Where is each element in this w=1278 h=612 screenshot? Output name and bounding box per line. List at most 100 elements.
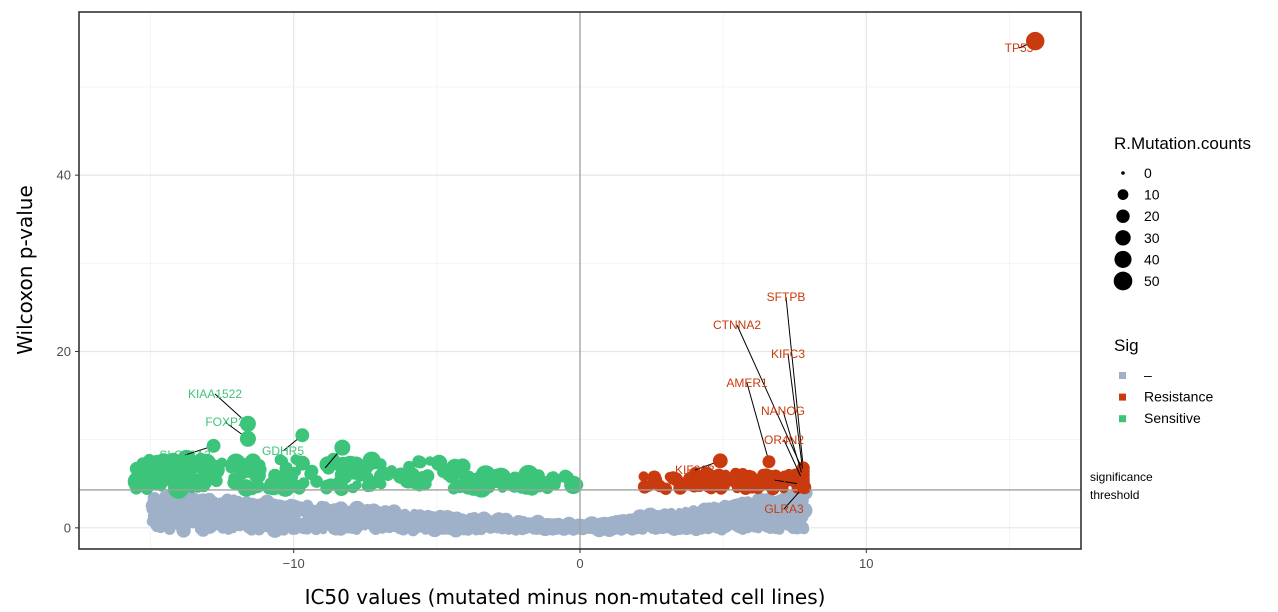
data-point [722, 524, 730, 532]
data-point [403, 460, 415, 473]
data-point [772, 504, 781, 513]
data-point [637, 480, 652, 494]
size-legend-label: 0 [1144, 165, 1152, 181]
data-point [629, 523, 640, 534]
data-point [131, 472, 143, 485]
data-point [730, 509, 739, 517]
data-point [251, 508, 262, 519]
data-point [752, 508, 764, 520]
data-point [443, 510, 454, 521]
sig-legend-title: Sig [1114, 336, 1139, 355]
gene-labels-layer: TP53 SFTPB CTNNA2 KIFC3 AMER1 NANOG OR4N2 KIF26… [159, 31, 1045, 516]
data-point [372, 524, 378, 529]
data-point [291, 515, 302, 526]
data-point [728, 518, 739, 530]
label-leader-line [783, 439, 804, 483]
labeled-data-point [239, 430, 256, 447]
data-point [271, 524, 282, 534]
label-leader-line [782, 410, 804, 479]
data-point [542, 524, 552, 535]
data-point [751, 492, 768, 509]
data-point [738, 499, 748, 509]
data-point [284, 507, 292, 515]
data-point [721, 505, 731, 515]
data-point [259, 498, 270, 509]
data-point [330, 457, 344, 471]
data-point [274, 512, 286, 524]
size-legend-key [1113, 271, 1133, 291]
data-point [234, 511, 244, 521]
data-point [302, 505, 314, 517]
data-point [374, 458, 387, 471]
data-point [463, 470, 475, 482]
labeled-data-point [712, 453, 728, 469]
data-point [318, 528, 323, 533]
data-point [303, 516, 313, 527]
data-point [740, 513, 745, 518]
data-point [366, 520, 371, 525]
size-legend-key [1114, 250, 1132, 268]
data-point [199, 509, 207, 517]
data-point [187, 483, 197, 494]
data-point [499, 520, 504, 525]
data-point [163, 502, 168, 507]
data-point [791, 491, 802, 502]
data-point [360, 512, 368, 521]
data-point [527, 523, 537, 533]
x-tick-label: −10 [283, 556, 305, 571]
data-point [147, 471, 157, 481]
data-point [216, 512, 227, 523]
data-point [336, 525, 345, 534]
gene-label: GLRA3 [764, 502, 804, 516]
data-point [454, 458, 471, 475]
gene-label: CTNNA2 [713, 318, 761, 332]
data-point [607, 516, 617, 525]
data-point [211, 505, 217, 510]
data-point [156, 458, 167, 469]
legend: R.Mutation.counts 0 10 20 30 40 50 Sig– Resistan… [1113, 134, 1251, 426]
data-point [340, 455, 361, 476]
size-legend-label: 30 [1144, 230, 1160, 246]
data-point [499, 472, 513, 486]
size-legend-key [1121, 171, 1125, 175]
data-point [348, 507, 359, 517]
data-point [184, 492, 194, 503]
y-axis-title: Wilcoxon p-value [13, 185, 37, 355]
data-point [321, 479, 332, 490]
data-point [792, 523, 804, 535]
data-point [752, 483, 764, 495]
threshold-annotation: significance threshold [1090, 470, 1153, 502]
sig-legend-key [1119, 393, 1126, 401]
data-point [541, 481, 554, 495]
data-point [180, 473, 193, 485]
data-point [413, 511, 419, 517]
data-point [287, 523, 299, 535]
data-point [617, 521, 629, 532]
data-point [224, 499, 229, 505]
sig-legend-label: Sensitive [1144, 410, 1201, 426]
data-point [646, 511, 657, 522]
gene-label: AMER1 [726, 376, 768, 390]
data-point [138, 461, 151, 474]
data-point [778, 483, 789, 494]
size-legend-key [1115, 230, 1131, 246]
data-point [291, 501, 303, 513]
data-point [786, 473, 797, 484]
data-point [351, 525, 362, 535]
data-point [290, 454, 301, 465]
gene-label: TP53 [1005, 41, 1034, 55]
data-point [558, 525, 566, 534]
data-point [248, 524, 253, 529]
data-point [316, 518, 326, 529]
threshold-annotation-line: threshold [1090, 488, 1139, 502]
data-point [217, 522, 229, 534]
data-point [771, 499, 777, 504]
size-legend-label: 40 [1144, 251, 1160, 267]
data-point [245, 482, 259, 496]
labeled-data-point [334, 439, 351, 456]
labeled-data-point [206, 438, 221, 453]
data-point [761, 508, 769, 516]
data-point [333, 480, 349, 496]
data-point [244, 456, 254, 467]
data-point [227, 476, 241, 490]
